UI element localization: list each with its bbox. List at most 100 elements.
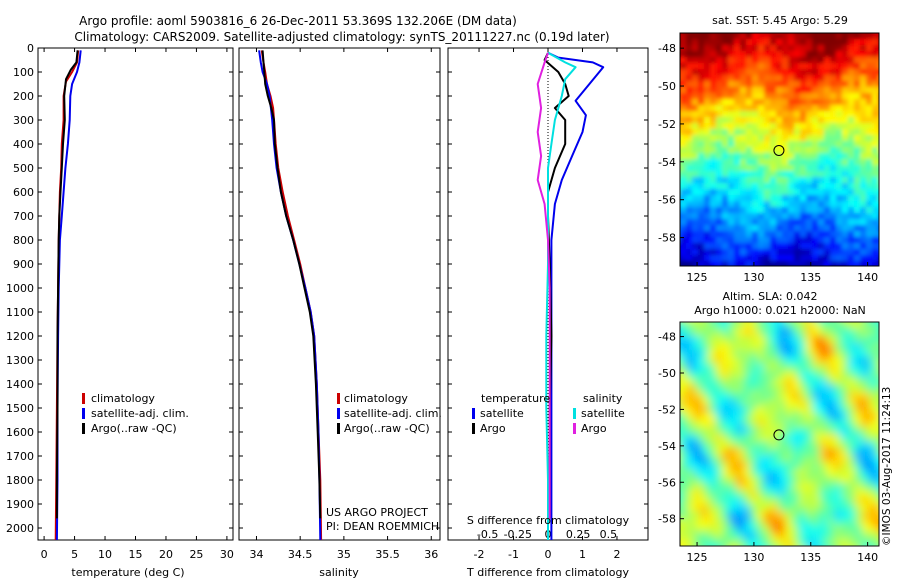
heatmap-cell	[794, 153, 801, 160]
salinity-axes-box	[238, 47, 441, 541]
heatmap-cell	[680, 153, 687, 160]
heatmap-cell	[698, 147, 705, 154]
heatmap-cell	[770, 123, 777, 130]
heatmap-cell	[701, 504, 709, 512]
heatmap-cell	[848, 243, 855, 250]
heatmap-cell	[842, 147, 849, 154]
heatmap-cell	[884, 111, 891, 118]
heatmap-cell	[860, 219, 867, 226]
heatmap-cell	[842, 105, 849, 112]
heatmap-cell	[757, 532, 765, 540]
heatmap-cell	[872, 153, 879, 160]
heatmap-cell	[869, 371, 877, 379]
heatmap-cell	[708, 434, 716, 442]
lat-tick-label: -58	[658, 232, 676, 245]
heatmap-cell	[785, 476, 793, 484]
heatmap-cell	[820, 329, 828, 337]
heatmap-cell	[743, 343, 751, 351]
heatmap-cell	[792, 364, 800, 372]
heatmap-cell	[770, 141, 777, 148]
heatmap-cell	[687, 399, 695, 407]
heatmap-cell	[758, 141, 765, 148]
heatmap-cell	[866, 75, 873, 82]
heatmap-cell	[734, 213, 741, 220]
heatmap-cell	[862, 511, 870, 519]
heatmap-cell	[722, 51, 729, 58]
heatmap-cell	[830, 87, 837, 94]
heatmap-cell	[729, 462, 737, 470]
heatmap-cell	[764, 117, 771, 124]
heatmap-cell	[757, 504, 765, 512]
x-tick-label: 36	[424, 548, 438, 561]
lat-tick-label: -48	[658, 331, 676, 344]
heatmap-cell	[764, 69, 771, 76]
heatmap-cell	[694, 385, 702, 393]
heatmap-cell	[806, 525, 814, 533]
heatmap-cell	[692, 39, 699, 46]
heatmap-cell	[854, 129, 861, 136]
heatmap-cell	[701, 322, 709, 330]
heatmap-cell	[752, 39, 759, 46]
heatmap-cell	[788, 207, 795, 214]
heatmap-cell	[746, 255, 753, 262]
heatmap-cell	[686, 45, 693, 52]
heatmap-cell	[862, 490, 870, 498]
heatmap-cell	[836, 93, 843, 100]
heatmap-cell	[728, 123, 735, 130]
heatmap-cell	[764, 448, 772, 456]
x-tick-label: 30	[220, 548, 234, 561]
heatmap-cell	[884, 87, 891, 94]
heatmap-cell	[782, 81, 789, 88]
heatmap-cell	[680, 357, 688, 365]
heatmap-cell	[848, 343, 856, 351]
heatmap-cell	[782, 243, 789, 250]
heatmap-cell	[872, 159, 879, 166]
heatmap-cell	[764, 462, 772, 470]
heatmap-cell	[715, 490, 723, 498]
heatmap-cell	[824, 39, 831, 46]
heatmap-cell	[884, 135, 891, 142]
heatmap-cell	[788, 87, 795, 94]
heatmap-cell	[785, 343, 793, 351]
heatmap-cell	[830, 147, 837, 154]
heatmap-cell	[866, 225, 873, 232]
heatmap-cell	[841, 420, 849, 428]
heatmap-cell	[758, 189, 765, 196]
heatmap-cell	[752, 261, 759, 266]
heatmap-cell	[716, 231, 723, 238]
legend-label-t-satellite: satellite	[480, 407, 524, 420]
heatmap-cell	[842, 213, 849, 220]
heatmap-cell	[764, 189, 771, 196]
heatmap-cell	[794, 201, 801, 208]
heatmap-cell	[698, 195, 705, 202]
heatmap-cell	[854, 195, 861, 202]
heatmap-cell	[728, 183, 735, 190]
heatmap-cell	[722, 350, 730, 358]
legend-label-satellite: satellite-adj. clim.	[91, 407, 189, 420]
heatmap-cell	[806, 75, 813, 82]
y-tick-label: 2000	[6, 522, 34, 535]
heatmap-cell	[794, 117, 801, 124]
argo-position-marker	[773, 429, 785, 441]
x-tick-label: 0	[41, 548, 48, 561]
heatmap-cell	[746, 75, 753, 82]
heatmap-cell	[794, 261, 801, 266]
heatmap-cell	[736, 469, 744, 477]
heatmap-cell	[792, 322, 800, 330]
heatmap-cell	[686, 177, 693, 184]
heatmap-cell	[812, 93, 819, 100]
heatmap-cell	[687, 350, 695, 358]
heatmap-cell	[820, 448, 828, 456]
heatmap-cell	[708, 546, 716, 554]
heatmap-cell	[806, 261, 813, 266]
heatmap-cell	[854, 183, 861, 190]
heatmap-cell	[736, 511, 744, 519]
heatmap-cell	[866, 117, 873, 124]
heatmap-cell	[716, 129, 723, 136]
heatmap-cell	[788, 129, 795, 136]
heatmap-cell	[776, 177, 783, 184]
heatmap-cell	[827, 427, 835, 435]
heatmap-cell	[792, 546, 800, 554]
heatmap-cell	[812, 177, 819, 184]
